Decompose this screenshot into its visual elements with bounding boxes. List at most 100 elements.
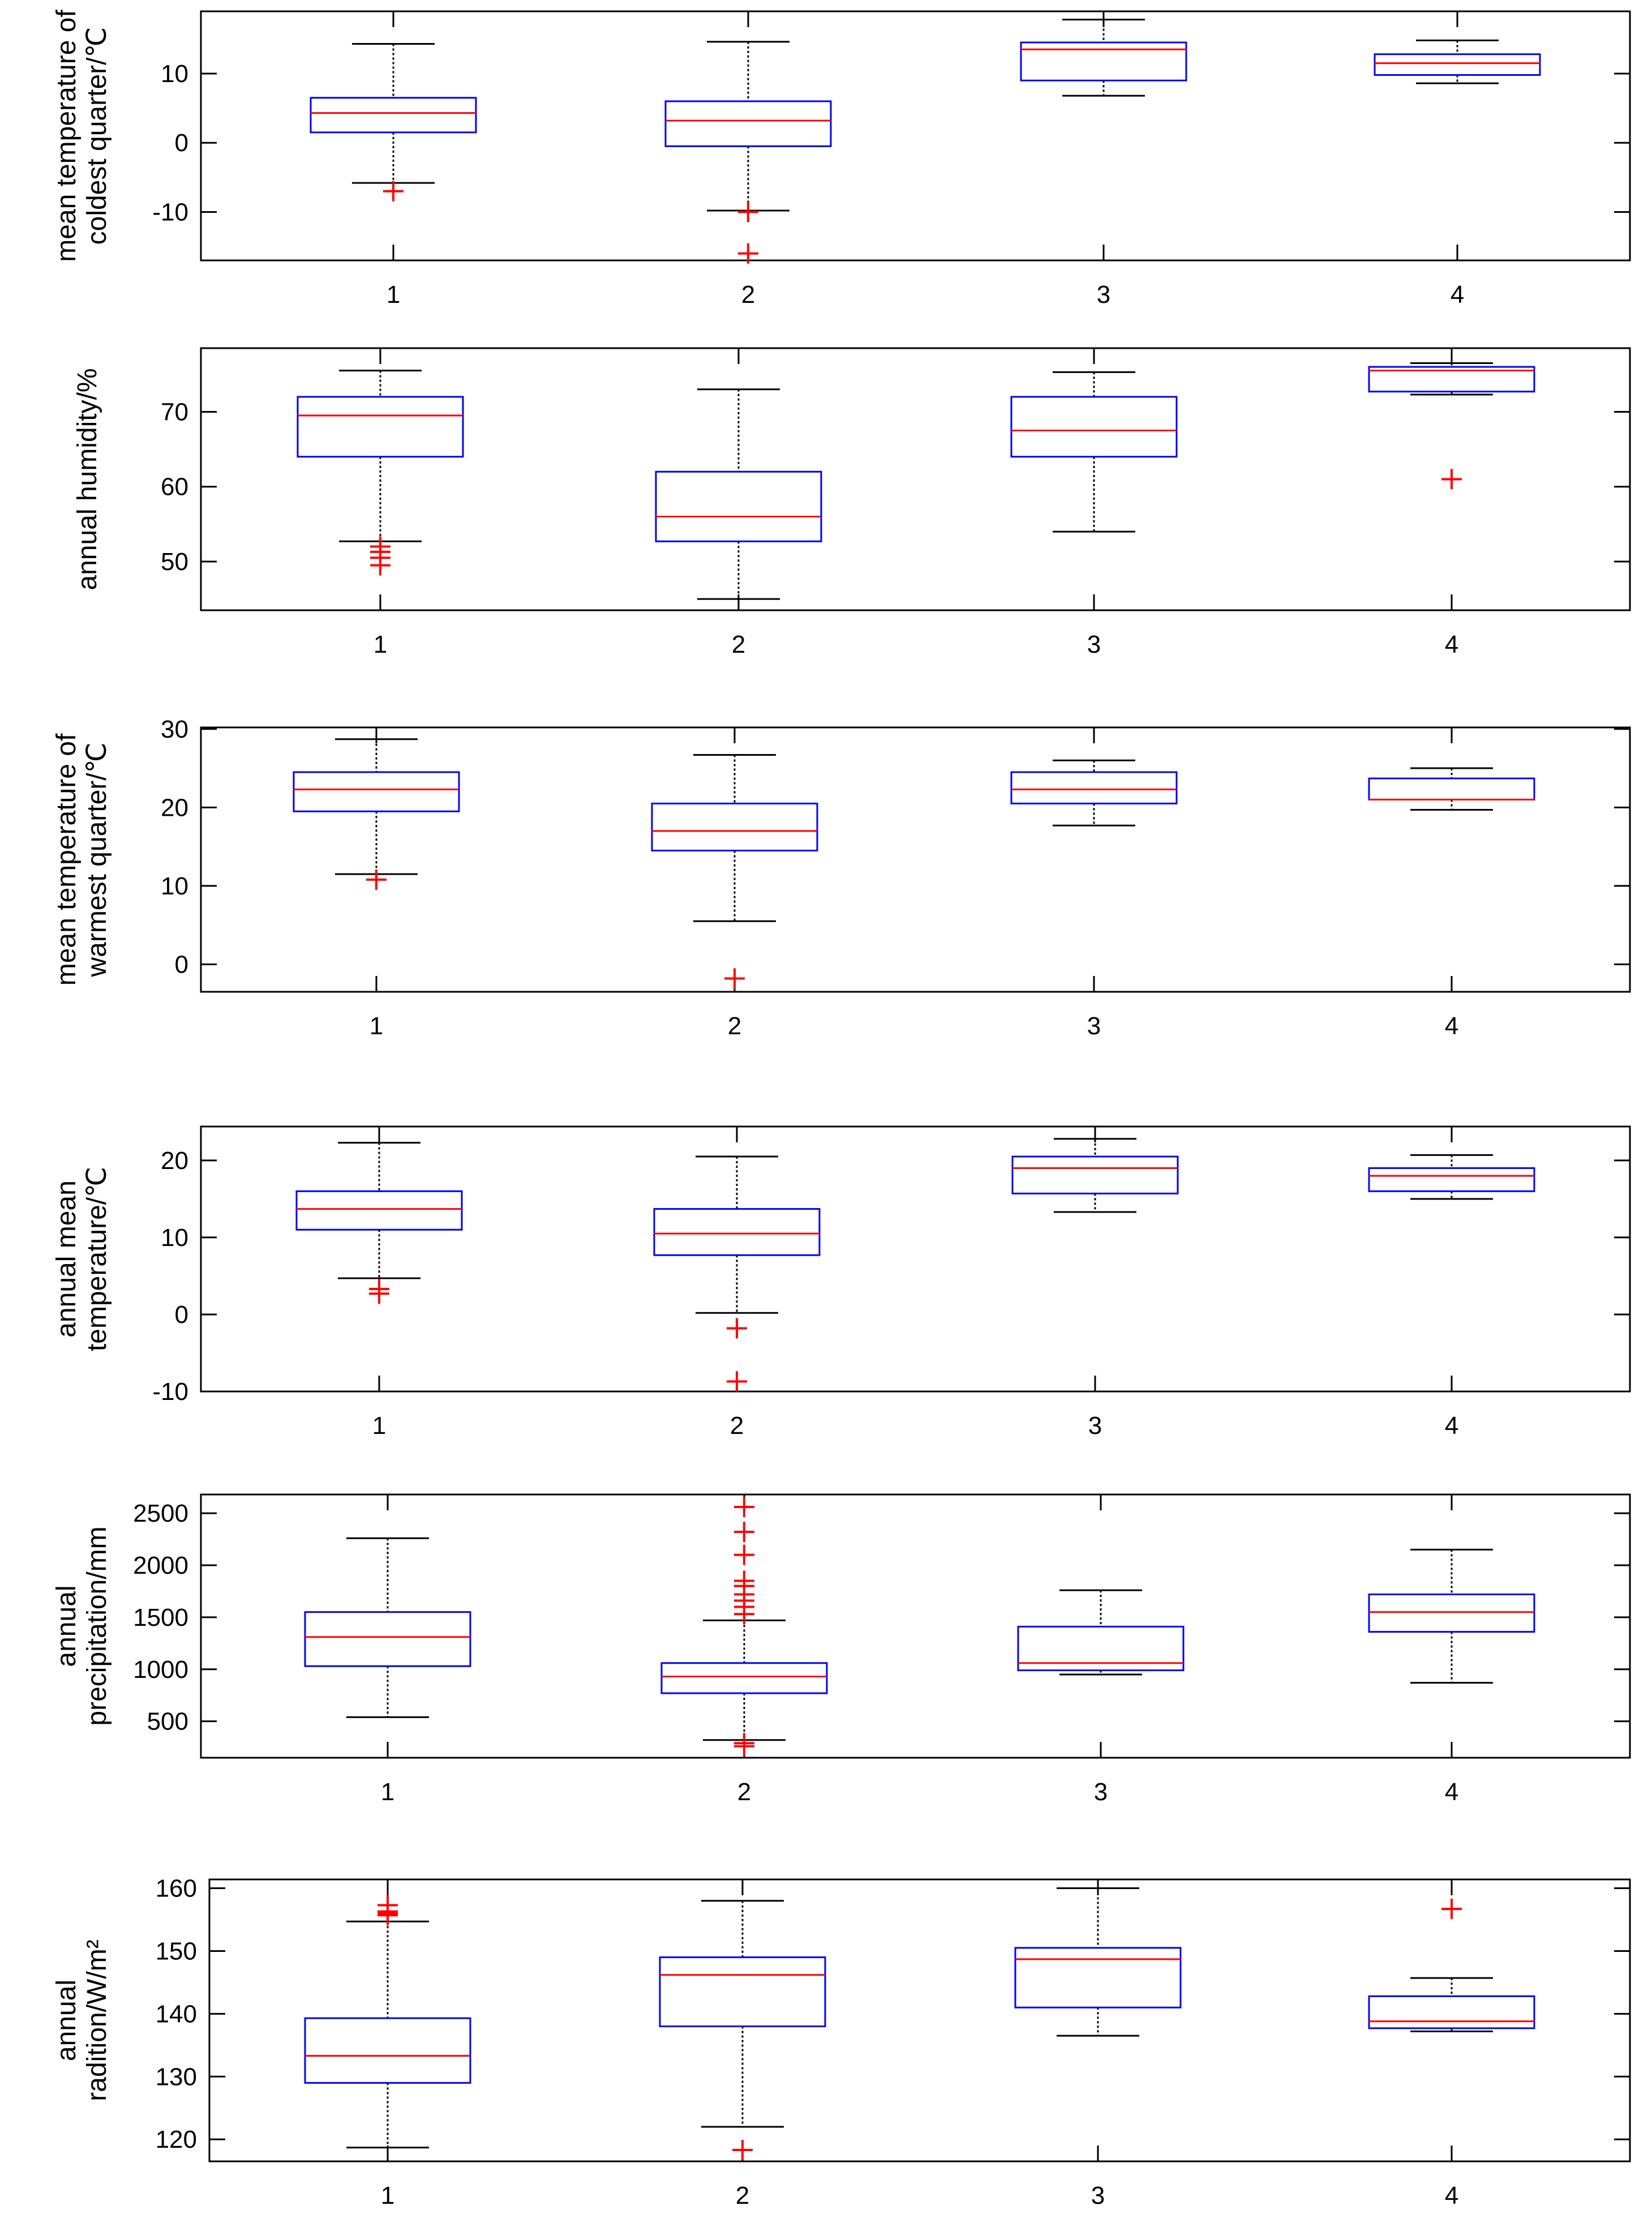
box-category-3 [1014, 1887, 1182, 2037]
iqr-box [1017, 1625, 1185, 1672]
subplot-1: -10 0 10 1 2 3 4 mean temperature of coldest qua… [52, 10, 1631, 309]
box-category-3 [1010, 371, 1178, 533]
y-tick-label: 10 [161, 1224, 188, 1252]
subplot-3: 0 10 20 30 1 2 3 4 mean temperature of warmest qu… [52, 716, 1631, 1040]
axes-frame [200, 1493, 1631, 1759]
x-tick-label: 4 [1451, 281, 1464, 309]
subplot-5: 500 1000 1500 2000 2500 1 2 3 4 annual precipitati… [52, 1493, 1631, 1806]
x-tick-label: 1 [372, 1412, 386, 1440]
iqr-box [1368, 366, 1535, 393]
iqr-box [1010, 396, 1178, 458]
outlier-marker [724, 968, 745, 989]
iqr-box [1374, 53, 1541, 76]
y-tick-label: 140 [156, 2000, 197, 2028]
x-tick-label: 3 [1091, 2182, 1105, 2209]
iqr-box [297, 396, 464, 458]
x-tick-label: 4 [1445, 2182, 1458, 2209]
iqr-box [304, 2017, 471, 2084]
box-category-4 [1368, 1899, 1535, 2032]
box-category-3 [1020, 19, 1187, 97]
axes-frame [200, 1125, 1631, 1393]
outlier-marker [369, 1279, 389, 1300]
outlier-marker [738, 243, 758, 264]
axes-frame [200, 347, 1631, 611]
outlier-marker [727, 1371, 747, 1392]
y-tick-label: -10 [152, 1378, 188, 1406]
box-category-4 [1368, 362, 1535, 490]
y-tick-label: 20 [161, 794, 188, 821]
outlier-marker [734, 1522, 754, 1543]
y-axis-label: annual humidity/% [72, 368, 102, 590]
box-category-1 [304, 1895, 471, 2149]
box-category-4 [1368, 1548, 1535, 1684]
y-tick-label: 120 [156, 2126, 197, 2153]
outlier-marker [1441, 469, 1462, 490]
iqr-box [1368, 1593, 1535, 1633]
x-tick-label: 4 [1445, 1412, 1458, 1440]
x-tick-label: 2 [737, 1778, 751, 1806]
y-tick-label: 130 [156, 2063, 197, 2091]
y-tick-label: 50 [161, 548, 188, 576]
x-tick-label: 4 [1445, 1778, 1458, 1806]
y-tick-label: 30 [161, 716, 188, 743]
axes-frame [200, 726, 1631, 993]
x-tick-label: 2 [728, 1012, 741, 1040]
x-tick-label: 1 [381, 2182, 394, 2209]
x-tick-label: 3 [1097, 281, 1110, 309]
y-tick-label: 10 [161, 872, 188, 900]
y-tick-label: 2500 [133, 1500, 188, 1527]
y-tick-label: 500 [147, 1708, 188, 1736]
x-tick-label: 1 [374, 631, 387, 658]
y-axis-label: mean temperature of [52, 10, 81, 262]
iqr-box [651, 802, 818, 852]
iqr-box [1011, 1155, 1179, 1194]
outlier-marker [366, 869, 387, 890]
box-category-3 [1010, 759, 1178, 826]
box-category-3 [1017, 1589, 1185, 1676]
y-tick-label: 1500 [133, 1604, 188, 1631]
box-category-4 [1368, 1154, 1535, 1200]
y-axis-label: warmest quarter/℃ [82, 742, 112, 977]
x-tick-label: 2 [732, 631, 745, 658]
box-category-1 [297, 370, 464, 576]
box-category-4 [1368, 767, 1535, 811]
iqr-box [304, 1611, 471, 1667]
y-tick-label: 10 [161, 60, 188, 88]
x-tick-label: 1 [370, 1012, 383, 1040]
y-tick-label: 150 [156, 1937, 197, 1965]
outlier-marker [732, 2140, 753, 2161]
y-tick-label: 1000 [133, 1656, 188, 1684]
y-tick-label: 160 [156, 1875, 197, 1903]
outlier-marker [734, 1497, 754, 1518]
x-tick-label: 4 [1445, 631, 1458, 658]
x-tick-label: 3 [1088, 1412, 1102, 1440]
iqr-box [653, 1208, 821, 1256]
y-axis-label: annual [52, 1585, 81, 1667]
box-category-3 [1011, 1138, 1179, 1213]
axes-frame [200, 10, 1631, 262]
iqr-box [1368, 1995, 1535, 2029]
y-tick-label: 2000 [133, 1552, 188, 1579]
outlier-marker [1441, 1899, 1462, 1920]
x-tick-label: 3 [1087, 1012, 1101, 1040]
outlier-marker [738, 202, 758, 222]
box-category-4 [1374, 39, 1541, 84]
x-tick-label: 2 [730, 1412, 744, 1440]
y-axis-label: radition/W/m² [82, 1939, 112, 2101]
subplot-4: -10 0 10 20 1 2 3 4 annual mean temperature/℃ [52, 1125, 1631, 1440]
y-tick-label: 0 [175, 1301, 188, 1329]
y-tick-label: 60 [161, 473, 188, 501]
box-category-1 [295, 1142, 463, 1304]
y-axis-label: annual [52, 1980, 81, 2061]
box-category-2 [655, 388, 822, 600]
x-tick-label: 4 [1445, 1012, 1458, 1040]
iqr-box [664, 100, 832, 147]
iqr-box [660, 1662, 828, 1694]
y-tick-label: 70 [161, 398, 188, 426]
y-axis-label: mean temperature of [52, 733, 81, 986]
x-tick-label: 1 [381, 1778, 394, 1806]
y-axis-label: coldest quarter/℃ [82, 27, 112, 245]
iqr-box [1368, 777, 1535, 800]
iqr-box [1020, 41, 1187, 82]
